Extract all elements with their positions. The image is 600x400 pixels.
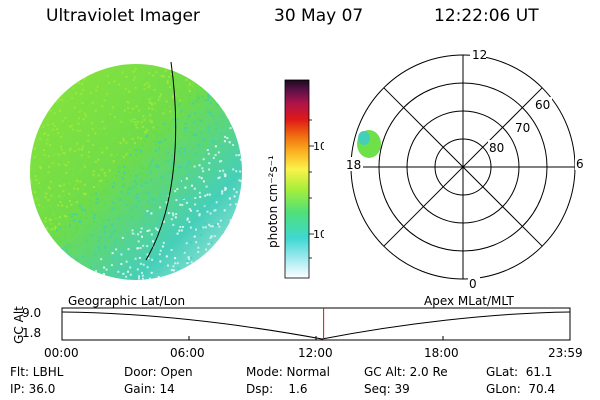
color-bar-ticks — [309, 119, 314, 259]
color-scale-bar: 100 10 photon cm⁻²s⁻¹ — [266, 79, 324, 279]
gain-info: Gain: 14 — [124, 382, 175, 396]
timeline-xtick-2359: 23:59 — [548, 346, 583, 360]
lat-label-80: 80 — [489, 141, 504, 155]
date-label: 30 May 07 — [274, 6, 364, 26]
mlt-label-noon: 12 — [472, 48, 487, 62]
timeline-x-ticks — [188, 336, 444, 340]
polar-mlt-plot: 12 0 6 18 60 70 80 — [345, 48, 587, 290]
uv-speckle — [30, 64, 242, 280]
glon-info: GLon: 70.4 — [486, 382, 556, 396]
terminator-line — [145, 61, 177, 261]
timeline-ytick-bottom: 1.8 — [22, 326, 42, 340]
door-info: Door: Open — [124, 365, 193, 379]
lat-label-60: 60 — [535, 98, 550, 112]
timeline-plot — [61, 307, 571, 341]
timeline-xtick-0000: 00:00 — [44, 346, 79, 360]
uv-disk — [30, 64, 242, 280]
timeline-xtick-0600: 06:00 — [170, 346, 205, 360]
color-tick-10: 10 — [313, 228, 324, 241]
color-bar-label: photon cm⁻²s⁻¹ — [266, 155, 280, 248]
geographic-uv-image — [30, 61, 242, 280]
time-label: 12:22:06 UT — [434, 6, 539, 26]
gc-alt-info: GC Alt: 2.0 Re — [364, 365, 448, 379]
timeline-frame — [61, 307, 571, 341]
ip-info: IP: 36.0 — [10, 382, 56, 396]
timeline-xtick-1800: 18:00 — [424, 346, 459, 360]
altitude-curve — [61, 311, 571, 340]
polar-grid — [350, 54, 576, 280]
mlt-label-dawn: 6 — [576, 157, 584, 171]
filter-info: Flt: LBHL — [10, 365, 64, 379]
lat-label-70: 70 — [515, 121, 530, 135]
mode-info: Mode: Normal — [246, 365, 330, 379]
auroral-patch-edge — [358, 131, 370, 145]
mlt-label-dusk: 18 — [346, 158, 361, 172]
timeline-ytick-top: 9.0 — [22, 306, 42, 320]
timeline-left-title: Geographic Lat/Lon — [68, 294, 186, 308]
timeline-xtick-1200: 12:00 — [298, 346, 333, 360]
timeline-right-title: Apex MLat/MLT — [424, 294, 514, 308]
instrument-title: Ultraviolet Imager — [46, 6, 200, 26]
color-tick-100: 100 — [313, 140, 324, 153]
mlt-label-midnight: 0 — [469, 277, 477, 290]
glat-info: GLat: 61.1 — [486, 365, 553, 379]
seq-info: Seq: 39 — [364, 382, 410, 396]
dsp-info: Dsp: 1.6 — [246, 382, 308, 396]
color-gradient — [284, 79, 310, 279]
